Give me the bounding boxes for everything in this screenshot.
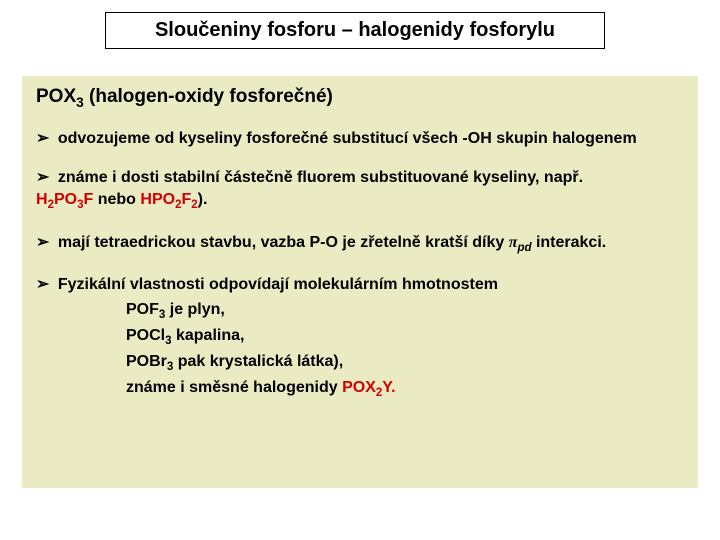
bullet-2: ➢ známe i dosti stabilní částečně fluore… — [36, 167, 684, 213]
content-box: POX3 (halogen-oxidy fosforečné) ➢ odvozu… — [22, 76, 698, 488]
indent-line-2: POCl3 kapalina, — [126, 324, 684, 350]
bullet-icon: ➢ — [36, 130, 49, 147]
bullet-2-mid: nebo — [93, 191, 140, 208]
bullet-2-pre: známe i dosti stabilní částečně fluorem … — [58, 169, 583, 186]
indent-line-4: známe i směsné halogenidy POX2Y. — [126, 376, 684, 402]
bullet-3-post: interakci. — [532, 234, 607, 251]
bullet-1: ➢ odvozujeme od kyseliny fosforečné subs… — [36, 128, 684, 150]
bullet-3: ➢ mají tetraedrickou stavbu, vazba P-O j… — [36, 232, 684, 257]
bullet-4: ➢ Fyzikální vlastnosti odpovídají moleku… — [36, 274, 684, 296]
formula-h2po3f: H2PO3F — [36, 191, 93, 208]
title-text: Sloučeniny fosforu – halogenidy fosforyl… — [155, 19, 555, 41]
bullet-icon: ➢ — [36, 169, 49, 186]
formula-name: (halogen-oxidy fosforečné) — [84, 86, 333, 107]
indent-line-1: POF3 je plyn, — [126, 298, 684, 324]
indent-line-3: POBr3 pak krystalická látka), — [126, 350, 684, 376]
formula-heading: POX3 (halogen-oxidy fosforečné) — [36, 86, 684, 110]
bullet-1-text: odvozujeme od kyseliny fosforečné substi… — [58, 130, 637, 147]
pi-sub: pd — [517, 242, 531, 254]
bullet-icon: ➢ — [36, 276, 49, 293]
formula-hpo2f2: HPO2F2 — [140, 191, 197, 208]
bullet-2-post: ). — [198, 191, 208, 208]
bullet-4-text: Fyzikální vlastnosti odpovídají molekulá… — [58, 276, 498, 293]
formula-sub: 3 — [76, 95, 84, 110]
formula-pox2y: POX2Y. — [342, 379, 396, 396]
bullet-3-pre: mají tetraedrickou stavbu, vazba P-O je … — [58, 234, 509, 251]
indent-block: POF3 je plyn, POCl3 kapalina, POBr3 pak … — [126, 298, 684, 402]
bullet-icon: ➢ — [36, 234, 49, 251]
formula-prefix: POX — [36, 86, 76, 107]
title-box: Sloučeniny fosforu – halogenidy fosforyl… — [105, 12, 605, 49]
